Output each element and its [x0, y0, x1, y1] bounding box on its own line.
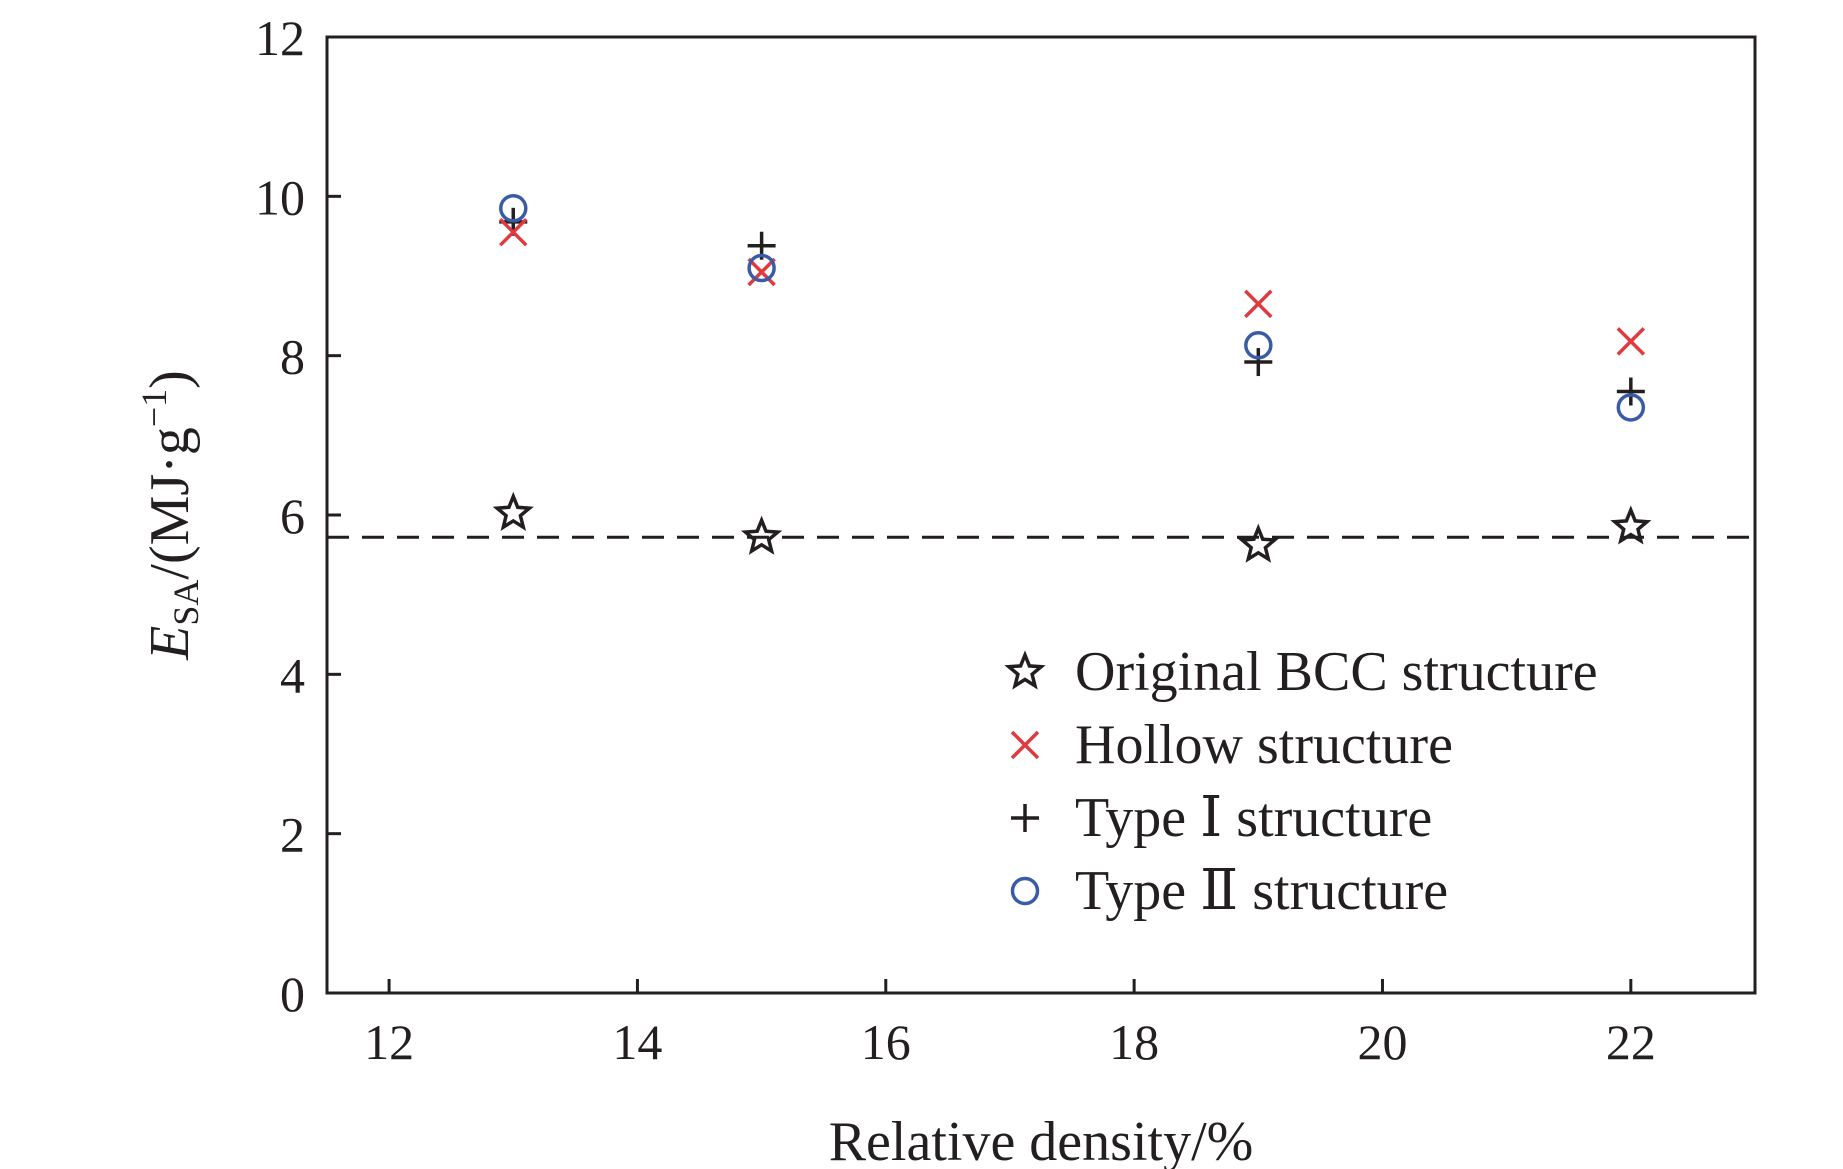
point-type-ii-15: [747, 253, 776, 283]
legend-label-original-bcc: Original BCC structure: [1075, 641, 1598, 703]
point-hollow-13-stroke-b: [499, 217, 528, 247]
legend-marker-type-ii: [1010, 876, 1040, 906]
point-original-bcc-19: [1237, 523, 1279, 563]
legend-marker-hollow-stroke-b: [1010, 730, 1040, 760]
legend-label-type-ii: Type Ⅱ structure: [1075, 860, 1448, 922]
x-tick-label-20: 20: [1357, 1014, 1407, 1070]
legend-marker-original-bcc: [1004, 650, 1046, 690]
y-tick-label-10: 10: [255, 169, 305, 225]
x-tick-label-18: 18: [1109, 1014, 1159, 1070]
y-axis-title-units: /(MJ·g: [139, 427, 201, 579]
point-type-ii-13: [499, 194, 528, 223]
y-tick-label-4: 4: [280, 647, 305, 703]
point-hollow-15: [747, 257, 776, 287]
legend-label-type-i: Type Ⅰ structure: [1075, 787, 1432, 849]
point-hollow-13: [499, 217, 528, 247]
point-type-ii-22: [1616, 393, 1646, 422]
point-original-bcc-22: [1610, 505, 1652, 545]
point-type-i-19: [1244, 348, 1273, 377]
y-axis-title: ESA/(MJ·g−1): [134, 370, 206, 661]
axis-ticks: [327, 35, 1633, 995]
x-tick-label-22: 22: [1606, 1014, 1656, 1070]
x-tick-label-14: 14: [612, 1014, 662, 1070]
point-hollow-19-stroke-b: [1244, 289, 1273, 319]
point-hollow-15-stroke-b: [747, 257, 776, 287]
x-axis-title: Relative density/%: [829, 1111, 1254, 1169]
y-tick-labels: 0 2 4 6 8 10 12: [255, 10, 305, 1022]
point-type-ii-19: [1244, 331, 1273, 360]
x-tick-labels: 12 14 16 18 20 22: [364, 1014, 1656, 1070]
point-hollow-22: [1616, 327, 1646, 356]
point-hollow-22-stroke-b: [1616, 327, 1646, 356]
y-tick-label-2: 2: [280, 807, 305, 863]
plot-area-frame: [325, 35, 1757, 995]
legend: Original BCC structure Hollow structure …: [1004, 641, 1598, 922]
point-hollow-19: [1244, 289, 1273, 319]
y-tick-label-8: 8: [280, 329, 305, 385]
legend-marker-type-i: [1011, 804, 1039, 832]
y-tick-label-0: 0: [280, 966, 305, 1022]
point-type-i-22: [1616, 377, 1645, 406]
y-axis-title-close: ): [139, 370, 201, 389]
legend-label-hollow: Hollow structure: [1075, 714, 1453, 776]
y-tick-label-12: 12: [255, 10, 305, 66]
y-axis-title-subscript: SA: [166, 580, 206, 626]
y-axis-title-symbol: E: [139, 626, 201, 661]
point-original-bcc-15: [740, 515, 783, 555]
data-marks: [492, 194, 1652, 563]
legend-markers: [1004, 650, 1046, 906]
point-original-bcc-13: [492, 491, 534, 532]
y-axis-title-exponent: −1: [134, 389, 174, 427]
legend-marker-hollow: [1010, 730, 1040, 760]
x-tick-label-12: 12: [364, 1014, 414, 1070]
y-tick-label-6: 6: [280, 488, 305, 544]
x-tick-label-16: 16: [861, 1014, 911, 1070]
